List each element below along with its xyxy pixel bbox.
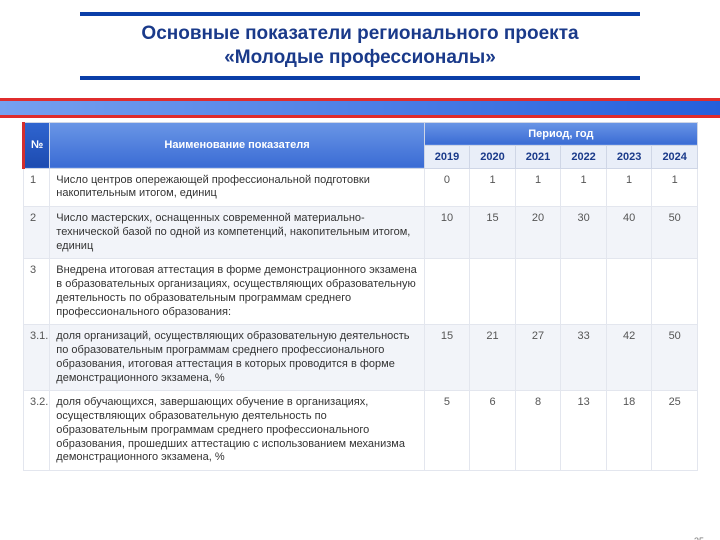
title-line-2: «Молодые профессионалы» xyxy=(224,47,496,68)
cell-value xyxy=(470,259,516,325)
cell-value: 18 xyxy=(606,391,652,471)
col-header-year: 2021 xyxy=(515,145,561,168)
slide-number: 35 xyxy=(694,536,704,540)
col-header-year: 2022 xyxy=(561,145,607,168)
col-header-period: Период, год xyxy=(424,122,697,145)
cell-value: 1 xyxy=(561,168,607,207)
cell-value: 40 xyxy=(606,207,652,259)
cell-value: 6 xyxy=(470,391,516,471)
col-header-name: Наименование показателя xyxy=(50,122,424,168)
cell-label: Число мастерских, оснащенных современной… xyxy=(50,207,424,259)
cell-label: доля организаций, осуществляющих образов… xyxy=(50,325,424,391)
cell-value: 1 xyxy=(606,168,652,207)
cell-value: 42 xyxy=(606,325,652,391)
cell-number: 1 xyxy=(24,168,50,207)
cell-value: 27 xyxy=(515,325,561,391)
table-container: № Наименование показателя Период, год 20… xyxy=(0,118,720,472)
cell-value: 0 xyxy=(424,168,470,207)
cell-label: доля обучающихся, завершающих обучение в… xyxy=(50,391,424,471)
cell-value: 50 xyxy=(652,207,698,259)
col-header-year: 2020 xyxy=(470,145,516,168)
cell-value: 33 xyxy=(561,325,607,391)
cell-value xyxy=(424,259,470,325)
page-title-box: Основные показатели регионального проект… xyxy=(80,12,640,80)
col-header-year: 2024 xyxy=(652,145,698,168)
cell-value: 5 xyxy=(424,391,470,471)
cell-value: 15 xyxy=(470,207,516,259)
cell-value: 13 xyxy=(561,391,607,471)
cell-value xyxy=(561,259,607,325)
cell-value: 8 xyxy=(515,391,561,471)
indicators-table: № Наименование показателя Период, год 20… xyxy=(22,122,698,472)
page-title: Основные показатели регионального проект… xyxy=(90,22,630,70)
cell-number: 2 xyxy=(24,207,50,259)
cell-value: 10 xyxy=(424,207,470,259)
cell-value: 20 xyxy=(515,207,561,259)
title-line-1: Основные показатели регионального проект… xyxy=(141,23,578,44)
col-header-year: 2023 xyxy=(606,145,652,168)
col-header-year: 2019 xyxy=(424,145,470,168)
cell-value xyxy=(652,259,698,325)
cell-value: 1 xyxy=(470,168,516,207)
table-row: 1 Число центров опережающей профессионал… xyxy=(24,168,698,207)
cell-number: 3.2. xyxy=(24,391,50,471)
tricolor-stripe xyxy=(0,98,720,118)
cell-label: Число центров опережающей профессиональн… xyxy=(50,168,424,207)
cell-value xyxy=(606,259,652,325)
cell-value: 30 xyxy=(561,207,607,259)
cell-number: 3.1. xyxy=(24,325,50,391)
cell-value: 15 xyxy=(424,325,470,391)
table-row: 3.1. доля организаций, осуществляющих об… xyxy=(24,325,698,391)
col-header-number: № xyxy=(24,122,50,168)
cell-value: 21 xyxy=(470,325,516,391)
cell-number: 3 xyxy=(24,259,50,325)
table-row: 3.2. доля обучающихся, завершающих обуче… xyxy=(24,391,698,471)
cell-label: Внедрена итоговая аттестация в форме дем… xyxy=(50,259,424,325)
cell-value: 1 xyxy=(515,168,561,207)
cell-value: 1 xyxy=(652,168,698,207)
cell-value: 25 xyxy=(652,391,698,471)
cell-value xyxy=(515,259,561,325)
cell-value: 50 xyxy=(652,325,698,391)
table-row: 2 Число мастерских, оснащенных современн… xyxy=(24,207,698,259)
table-row: 3 Внедрена итоговая аттестация в форме д… xyxy=(24,259,698,325)
